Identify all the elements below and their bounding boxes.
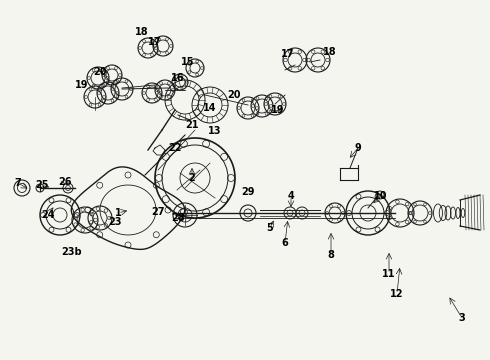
Text: 19: 19 (75, 80, 89, 90)
Text: 27: 27 (151, 207, 165, 217)
Text: 13: 13 (208, 126, 222, 136)
Text: 23: 23 (108, 217, 122, 227)
Text: 26: 26 (58, 177, 72, 187)
Text: 18: 18 (323, 47, 337, 57)
Text: 5: 5 (267, 223, 273, 233)
Text: 19: 19 (271, 105, 285, 115)
Text: 3: 3 (459, 313, 466, 323)
Text: 11: 11 (382, 269, 396, 279)
Text: 17: 17 (148, 37, 162, 47)
Text: 15: 15 (181, 57, 195, 67)
Text: 17: 17 (281, 49, 295, 59)
Text: 8: 8 (327, 250, 335, 260)
Text: 12: 12 (390, 289, 404, 299)
Text: 22: 22 (168, 143, 182, 153)
Text: 6: 6 (282, 238, 289, 248)
Text: 2: 2 (189, 173, 196, 183)
Text: 16: 16 (171, 73, 185, 83)
Text: 9: 9 (355, 143, 362, 153)
Text: 7: 7 (15, 178, 22, 188)
Text: 10: 10 (374, 191, 388, 201)
Text: 24: 24 (41, 210, 55, 220)
Text: 14: 14 (203, 103, 217, 113)
Text: 25: 25 (35, 180, 49, 190)
Text: 23b: 23b (62, 247, 82, 257)
Text: 28: 28 (171, 213, 185, 223)
Text: 1: 1 (115, 208, 122, 218)
Text: 20: 20 (93, 67, 107, 77)
Text: 20: 20 (227, 90, 241, 100)
Text: 18: 18 (135, 27, 149, 37)
Text: 21: 21 (185, 120, 199, 130)
Text: 29: 29 (241, 187, 255, 197)
Text: 4: 4 (288, 191, 294, 201)
